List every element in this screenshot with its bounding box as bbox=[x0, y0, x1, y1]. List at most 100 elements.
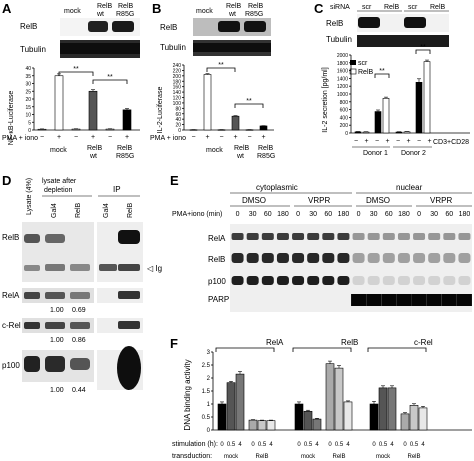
group-label: RelB bbox=[258, 145, 274, 152]
blot-label-parp: PARP bbox=[208, 295, 229, 304]
lane-label: RelB bbox=[97, 3, 113, 10]
blot-band bbox=[112, 21, 134, 32]
blot-band bbox=[45, 264, 65, 271]
time-tick: 30 bbox=[430, 211, 438, 218]
treat-label: VRPR bbox=[430, 196, 452, 205]
sign-label: + bbox=[406, 138, 410, 145]
blot-band bbox=[24, 356, 40, 372]
stim-tick: 0 bbox=[297, 442, 301, 448]
blot-strip bbox=[357, 14, 449, 32]
time-tick: 60 bbox=[445, 211, 453, 218]
group-label: R85G bbox=[257, 153, 275, 160]
band-p100 bbox=[231, 276, 244, 285]
stim-tick: 0 bbox=[403, 442, 407, 448]
y-tick-label: 40 bbox=[175, 117, 181, 123]
band-relb bbox=[307, 253, 320, 263]
y-tick-label: 35 bbox=[25, 74, 31, 80]
significance-label: ** bbox=[107, 74, 113, 81]
bar bbox=[343, 401, 353, 431]
time-tick: 180 bbox=[398, 211, 410, 218]
row-label-relb: RelB bbox=[2, 233, 19, 242]
y-tick-label: 25 bbox=[25, 89, 31, 95]
stim-tick: 0.5 bbox=[335, 442, 344, 448]
bar bbox=[400, 413, 410, 431]
significance-bracket bbox=[92, 79, 128, 84]
time-tick: 30 bbox=[249, 211, 257, 218]
row-label-p100: p100 bbox=[2, 361, 20, 370]
y-tick-label: 20 bbox=[175, 123, 181, 129]
significance-bracket bbox=[58, 71, 94, 76]
blot-band bbox=[70, 292, 90, 299]
blot-label-tubulin: Tubulin bbox=[326, 35, 352, 44]
blot-band bbox=[45, 292, 65, 299]
lane-label: RelB bbox=[226, 3, 242, 10]
y-tick-label: 5 bbox=[28, 120, 31, 126]
stim-tick: 0.5 bbox=[258, 442, 267, 448]
blot-label-rela: RelA bbox=[208, 234, 226, 243]
band-parp bbox=[351, 294, 367, 306]
bar bbox=[105, 128, 115, 131]
y-tick-label: 2000 bbox=[337, 53, 348, 59]
group-label: R85G bbox=[116, 153, 134, 160]
band-relb bbox=[367, 253, 380, 263]
time-tick: 30 bbox=[309, 211, 317, 218]
stim-tick: 4 bbox=[390, 442, 394, 448]
col-depletion-2: depletion bbox=[44, 187, 73, 194]
y-tick-label: 60 bbox=[175, 112, 181, 118]
blot-band bbox=[70, 264, 90, 271]
blot-label-relb: RelB bbox=[326, 19, 343, 28]
legend-label: scr bbox=[358, 60, 368, 67]
group-title: RelB bbox=[341, 338, 358, 347]
bar bbox=[231, 115, 240, 131]
y-axis-label: IL-2 secretion [pg/ml] bbox=[322, 67, 329, 132]
blot-band bbox=[358, 17, 380, 28]
sign-label: − bbox=[108, 134, 112, 141]
sign-label: + bbox=[385, 138, 389, 145]
bar bbox=[334, 367, 344, 431]
sirna-label: siRNA bbox=[330, 4, 350, 11]
bar bbox=[257, 420, 267, 431]
band-p100 bbox=[352, 276, 365, 285]
blot-strip-tubulin bbox=[357, 35, 449, 47]
band-rela bbox=[367, 233, 380, 240]
sign-label: + bbox=[261, 134, 265, 141]
bar bbox=[248, 419, 258, 431]
y-tick-label: 40 bbox=[25, 66, 31, 72]
y-axis-label: DNA binding activity bbox=[183, 359, 192, 430]
band-relb bbox=[352, 253, 365, 263]
y-tick-label: 0 bbox=[345, 131, 348, 137]
group-bracket bbox=[215, 347, 275, 352]
y-tick-label: 240 bbox=[173, 63, 182, 69]
legend-label: RelB bbox=[358, 69, 374, 76]
bar bbox=[235, 373, 245, 431]
stim-tick: 0.5 bbox=[379, 442, 388, 448]
panel-a-blots: mock RelB wt RelB R85G RelB Tubulin bbox=[20, 3, 140, 58]
band-p100 bbox=[458, 276, 471, 285]
bar bbox=[325, 363, 335, 431]
y-tick-label: 800 bbox=[340, 100, 349, 106]
band-rela bbox=[292, 233, 305, 240]
group-bracket bbox=[367, 347, 427, 352]
lane-label: mock bbox=[196, 8, 213, 15]
band-parp bbox=[426, 294, 442, 306]
sign-label: − bbox=[219, 134, 223, 141]
fraction-label-cyto: cytoplasmic bbox=[256, 183, 298, 192]
lane-label: RelB bbox=[75, 202, 82, 218]
significance-bracket bbox=[374, 73, 390, 78]
lane-label: mock bbox=[64, 8, 81, 15]
stim-tick: 4 bbox=[238, 442, 242, 448]
sign-label: − bbox=[396, 138, 400, 145]
bar bbox=[415, 82, 423, 134]
band-rela bbox=[458, 233, 471, 240]
bar bbox=[122, 109, 132, 131]
band-p100 bbox=[276, 276, 289, 285]
y-tick-label: 220 bbox=[173, 68, 182, 74]
sign-label: + bbox=[364, 138, 368, 145]
blot-label-relb: RelB bbox=[20, 22, 37, 31]
significance-bracket bbox=[415, 49, 431, 54]
y-tick-label: 80 bbox=[175, 106, 181, 112]
band-rela bbox=[337, 233, 350, 240]
y-tick-label: 0.5 bbox=[202, 415, 211, 421]
blot-band bbox=[118, 291, 140, 299]
y-tick-label: 160 bbox=[173, 85, 182, 91]
